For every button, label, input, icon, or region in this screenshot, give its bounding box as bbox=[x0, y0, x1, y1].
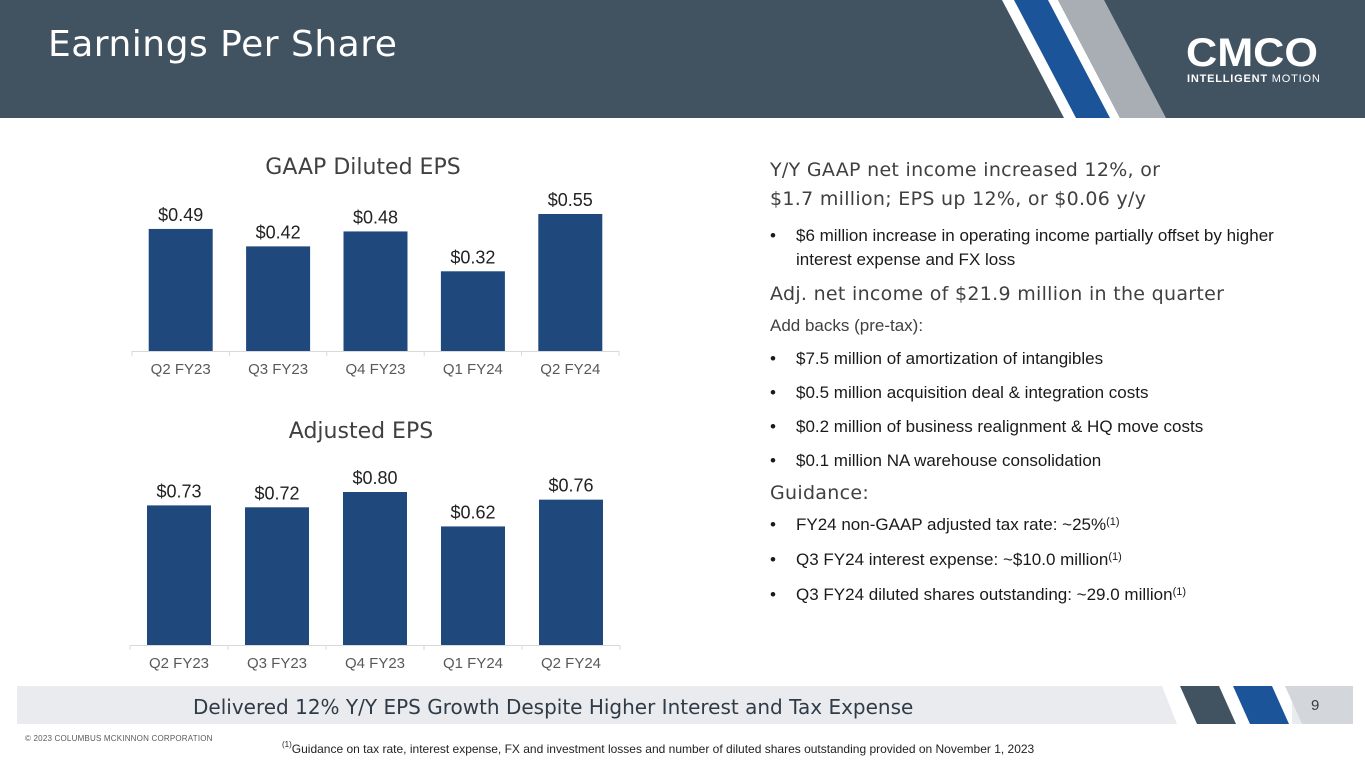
footer-stripes bbox=[1162, 686, 1353, 724]
guidance-interest-expense: Q3 FY24 interest expense: ~$10.0 million bbox=[796, 550, 1109, 569]
page-title: Earnings Per Share bbox=[48, 24, 398, 65]
header-banner: Earnings Per Share bbox=[0, 0, 1365, 118]
guidance-item: Q3 FY24 interest expense: ~$10.0 million… bbox=[770, 548, 1330, 572]
guidance-heading: Guidance: bbox=[770, 482, 870, 504]
header-stripe-gray bbox=[1058, 0, 1166, 118]
footnote-text: Guidance on tax rate, interest expense, … bbox=[291, 742, 1035, 756]
bar bbox=[343, 231, 408, 351]
bar bbox=[245, 507, 309, 645]
net-income-heading-line1: Y/Y GAAP net income increased 12%, or bbox=[770, 159, 1161, 181]
bar bbox=[538, 214, 603, 351]
category-label: Q4 FY23 bbox=[345, 361, 405, 378]
guidance-diluted-shares: Q3 FY24 diluted shares outstanding: ~29.… bbox=[796, 585, 1173, 604]
category-label: Q3 FY23 bbox=[247, 655, 307, 672]
data-label: $0.76 bbox=[548, 476, 593, 496]
addback-item: $0.2 million of business realignment & H… bbox=[770, 415, 1330, 439]
data-label: $0.80 bbox=[352, 468, 397, 488]
category-label: Q2 FY24 bbox=[541, 655, 601, 672]
copyright: © 2023 COLUMBUS MCKINNON CORPORATION bbox=[25, 734, 213, 743]
footnote-ref: (1) bbox=[1172, 586, 1187, 598]
addback-item: $7.5 million of amortization of intangib… bbox=[770, 347, 1330, 371]
cmco-logo: CMCO bbox=[1186, 32, 1318, 72]
gaap-eps-chart: $0.49 Q2 FY23 $0.42 Q3 FY23 $0.48 Q4 FY23 $0.3… bbox=[131, 190, 620, 378]
bar bbox=[440, 271, 505, 351]
category-label: Q2 FY24 bbox=[540, 361, 600, 378]
footnote-marker: (1) bbox=[282, 740, 292, 749]
bar bbox=[147, 505, 211, 645]
addbacks-label: Add backs (pre-tax): bbox=[770, 316, 924, 335]
net-income-heading-line2: $1.7 million; EPS up 12%, or $0.06 y/y bbox=[770, 188, 1147, 210]
chart-title-gaap: GAAP Diluted EPS bbox=[265, 155, 461, 180]
adj-net-income-heading: Adj. net income of $21.9 million in the … bbox=[770, 283, 1225, 305]
bar bbox=[539, 499, 603, 645]
bar bbox=[343, 492, 407, 645]
footnote-ref: (1) bbox=[1106, 516, 1120, 528]
footer-stripe-gray bbox=[1285, 686, 1353, 724]
footnote: (1)Guidance on tax rate, interest expens… bbox=[282, 740, 1035, 756]
data-label: $0.42 bbox=[256, 222, 301, 242]
footnote-ref: (1) bbox=[1108, 551, 1122, 563]
footer-stripe-dark bbox=[1180, 686, 1236, 724]
guidance-item: Q3 FY24 diluted shares outstanding: ~29.… bbox=[770, 583, 1330, 607]
logo-tagline-bold: INTELLIGENT bbox=[1187, 73, 1268, 85]
data-label: $0.72 bbox=[254, 483, 299, 503]
bar bbox=[148, 228, 213, 351]
data-label: $0.62 bbox=[450, 502, 495, 522]
commentary-panel: Y/Y GAAP net income increased 12%, or $1… bbox=[770, 156, 1330, 607]
logo-word: CMCO bbox=[1186, 32, 1318, 72]
category-label: Q3 FY23 bbox=[248, 361, 308, 378]
data-label: $0.32 bbox=[450, 247, 495, 267]
category-label: Q1 FY24 bbox=[443, 655, 503, 672]
addback-item: $0.5 million acquisition deal & integrat… bbox=[770, 381, 1330, 405]
chart-title-adjusted: Adjusted EPS bbox=[288, 419, 434, 444]
page-number: 9 bbox=[1311, 697, 1320, 714]
bar bbox=[441, 526, 505, 645]
data-label: $0.73 bbox=[156, 481, 201, 501]
bar bbox=[246, 246, 311, 351]
net-income-heading: Y/Y GAAP net income increased 12%, or $1… bbox=[770, 156, 1330, 214]
operating-income-bullet: $6 million increase in operating income … bbox=[770, 224, 1330, 272]
data-label: $0.49 bbox=[158, 205, 203, 225]
category-label: Q1 FY24 bbox=[443, 361, 503, 378]
guidance-item: FY24 non-GAAP adjusted tax rate: ~25%(1) bbox=[770, 513, 1330, 537]
footer-tagline: Delivered 12% Y/Y EPS Growth Despite Hig… bbox=[193, 695, 914, 719]
category-label: Q2 FY23 bbox=[151, 361, 211, 378]
category-label: Q2 FY23 bbox=[149, 655, 209, 672]
addback-item: $0.1 million NA warehouse consolidation bbox=[770, 449, 1330, 473]
guidance-tax-rate: FY24 non-GAAP adjusted tax rate: ~25% bbox=[796, 515, 1107, 534]
data-label: $0.55 bbox=[548, 190, 593, 210]
header-stripe-blue bbox=[1014, 0, 1110, 118]
header-stripes bbox=[1002, 0, 1166, 118]
logo-tagline: INTELLIGENT MOTION bbox=[1187, 73, 1321, 85]
adjusted-eps-chart: $0.73 Q2 FY23 $0.72 Q3 FY23 $0.80 Q4 FY23 $0.6… bbox=[129, 468, 621, 672]
data-label: $0.48 bbox=[353, 207, 398, 227]
footer-bar bbox=[17, 686, 1353, 724]
logo-tagline-light: MOTION bbox=[1267, 73, 1321, 85]
footer-stripe-blue bbox=[1233, 686, 1289, 724]
category-label: Q4 FY23 bbox=[345, 655, 405, 672]
